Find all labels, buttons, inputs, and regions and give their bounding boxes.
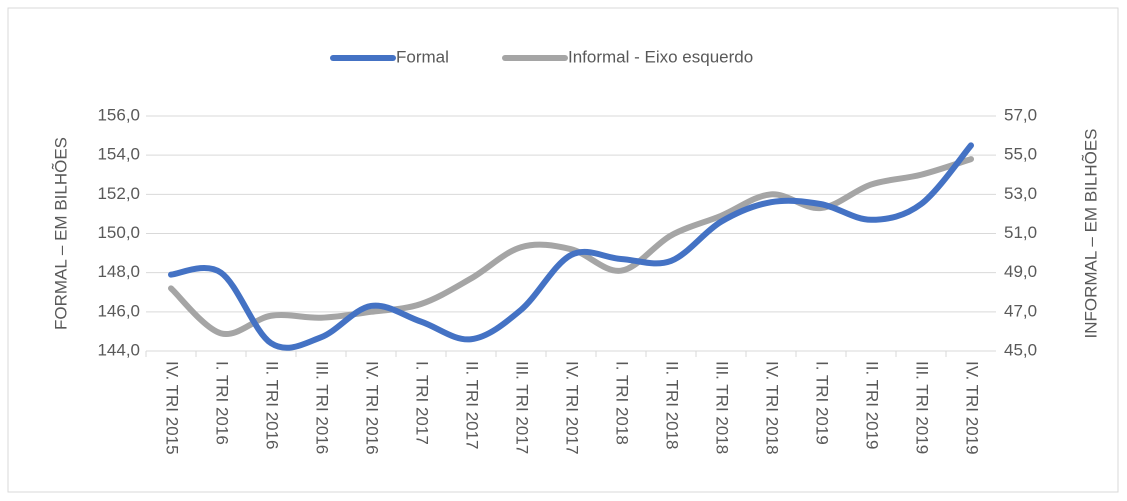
y2-tick-label: 51,0 xyxy=(1004,223,1037,242)
y2-tick-label: 55,0 xyxy=(1004,145,1037,164)
series-line xyxy=(168,156,974,338)
y-tick-label: 144,0 xyxy=(97,340,140,359)
y-tick-label: 148,0 xyxy=(97,262,140,281)
x-tick-label: I. TRI 2017 xyxy=(413,361,432,445)
x-tick-label: II. TRI 2016 xyxy=(263,361,282,450)
x-tick-label: III. TRI 2016 xyxy=(313,361,332,454)
y2-tick-label: 45,0 xyxy=(1004,340,1037,359)
x-tick-label: IV. TRI 2016 xyxy=(363,361,382,455)
y-tick-label: 152,0 xyxy=(97,184,140,203)
x-tick-label: IV. TRI 2018 xyxy=(763,361,782,455)
y2-tick-label: 47,0 xyxy=(1004,301,1037,320)
y2-tick-label: 49,0 xyxy=(1004,262,1037,281)
x-tick-label: III. TRI 2018 xyxy=(713,361,732,454)
x-tick-label: II. TRI 2017 xyxy=(463,361,482,450)
x-tick-label: I. TRI 2019 xyxy=(813,361,832,445)
x-tick-label: IV. TRI 2017 xyxy=(563,361,582,455)
y2-axis-title: INFORMAL – EM BILHÕES xyxy=(1081,128,1100,338)
y-tick-label: 146,0 xyxy=(97,301,140,320)
x-tick-label: I. TRI 2018 xyxy=(613,361,632,445)
legend-label: Informal - Eixo esquerdo xyxy=(568,47,753,66)
series-line xyxy=(168,142,974,351)
x-tick-label: I. TRI 2016 xyxy=(213,361,232,445)
x-tick-label: IV. TRI 2019 xyxy=(963,361,982,455)
x-tick-label: II. TRI 2018 xyxy=(663,361,682,450)
y-tick-label: 156,0 xyxy=(97,105,140,124)
x-tick-label: III. TRI 2019 xyxy=(913,361,932,454)
legend-label: Formal xyxy=(396,47,449,66)
x-tick-label: IV. TRI 2015 xyxy=(163,361,182,455)
y2-tick-label: 57,0 xyxy=(1004,105,1037,124)
y2-tick-label: 53,0 xyxy=(1004,184,1037,203)
x-tick-label: II. TRI 2019 xyxy=(863,361,882,450)
x-tick-label: III. TRI 2017 xyxy=(513,361,532,454)
y-axis-title: FORMAL – EM BILHÕES xyxy=(51,137,70,330)
y-tick-label: 150,0 xyxy=(97,223,140,242)
y-tick-label: 154,0 xyxy=(97,145,140,164)
